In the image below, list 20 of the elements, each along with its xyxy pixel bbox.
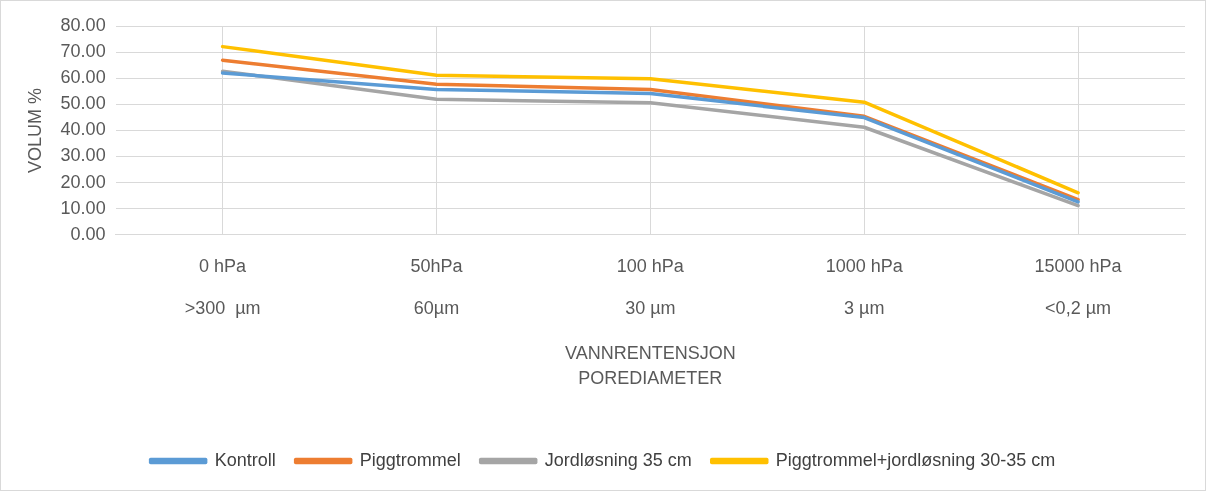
legend-label: Piggtrommel+jordløsning 30-35 cm (775, 449, 1056, 470)
x-tick-label: 0 hPa >300 µm (184, 256, 261, 318)
legend-label: Kontroll (214, 449, 276, 470)
y-tick-label: 80.00 (60, 14, 106, 35)
legend-label: Piggtrommel (359, 449, 461, 470)
y-tick-label: 70.00 (60, 41, 106, 62)
y-axis-title: VOLUM % (24, 87, 45, 173)
x-tick-label: 100 hPa 30 µm (616, 256, 685, 318)
x-tick-label: 15000 hPa <0,2 µm (1034, 256, 1123, 318)
y-tick-label: 10.00 (60, 197, 106, 218)
legend-label: Jordløsning 35 cm (544, 449, 692, 470)
y-tick-label: 20.00 (60, 171, 106, 192)
x-tick-label: 50hPa 60µm (410, 256, 464, 318)
y-tick-label: 40.00 (60, 119, 106, 140)
x-tick-label: 1000 hPa 3 µm (825, 256, 904, 318)
y-tick-label: 30.00 (60, 145, 106, 166)
x-axis-title: VANNRENTENSJON POREDIAMETER (564, 343, 736, 389)
y-tick-label: 60.00 (60, 67, 106, 88)
y-tick-label: 0.00 (70, 223, 106, 244)
y-tick-label: 50.00 (60, 93, 106, 114)
